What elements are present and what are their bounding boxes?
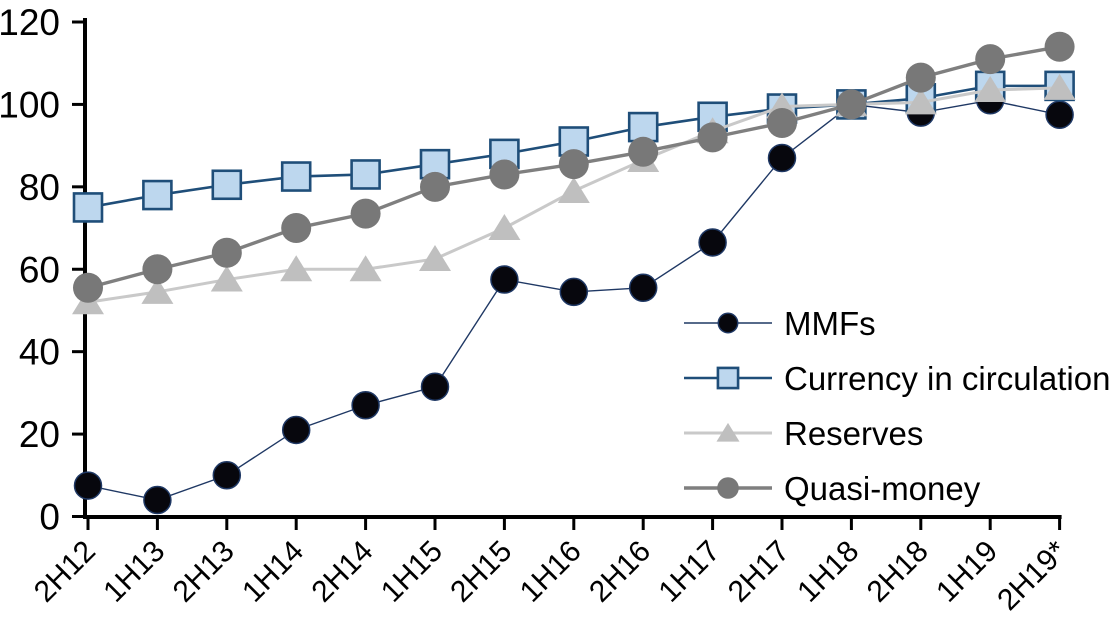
data-point-quasi-money	[211, 237, 242, 268]
y-axis-label: 100	[0, 84, 60, 125]
data-point-reserves	[280, 255, 313, 282]
data-point-currency-in-circulation	[142, 179, 173, 211]
data-point-currency-in-circulation	[280, 161, 312, 192]
data-point-mmfs	[212, 461, 242, 490]
legend-item-currency-in-circulation: Currency in circulation	[684, 360, 1110, 397]
legend-marker-reserves	[716, 422, 740, 442]
data-point-quasi-money	[73, 272, 103, 303]
data-point-quasi-money	[350, 198, 381, 229]
y-axis-label: 0	[39, 497, 60, 538]
data-point-reserves	[419, 244, 451, 271]
y-axis-label: 60	[19, 249, 60, 290]
data-point-reserves	[1043, 73, 1076, 100]
x-axis-label: 1H13	[97, 535, 171, 609]
x-axis-label: 1H17	[653, 535, 727, 609]
y-axis-label: 120	[0, 2, 60, 43]
data-point-mmfs	[73, 471, 103, 500]
legend-item-quasi-money: Quasi-money	[684, 470, 981, 507]
y-axis-label: 40	[19, 332, 60, 373]
data-point-reserves	[488, 214, 521, 241]
data-point-quasi-money	[697, 122, 728, 153]
x-axis-label: 1H16	[514, 535, 588, 609]
data-point-quasi-money	[836, 89, 867, 120]
data-point-reserves	[974, 75, 1007, 102]
legend-item-mmfs: MMFs	[684, 305, 876, 342]
data-point-quasi-money	[558, 149, 589, 180]
data-point-quasi-money	[905, 62, 936, 93]
x-axis-label: 2H15	[444, 535, 518, 609]
legend-label-currency-in-circulation: Currency in circulation	[784, 360, 1110, 397]
data-point-quasi-money	[975, 44, 1006, 75]
data-point-quasi-money	[281, 213, 312, 244]
data-point-quasi-money	[767, 107, 797, 138]
x-axis-label: 2H17	[722, 535, 796, 609]
data-point-reserves	[210, 265, 243, 292]
data-point-currency-in-circulation	[72, 192, 104, 223]
data-point-reserves	[141, 277, 174, 304]
legend: MMFs Currency in circulation Reserves Quasi…	[684, 305, 1110, 507]
data-point-quasi-money	[1044, 31, 1075, 62]
legend-label-reserves: Reserves	[784, 415, 923, 452]
x-axis-label: 1H14	[236, 535, 310, 609]
x-axis-label: 2H18	[861, 535, 935, 609]
legend-label-quasi-money: Quasi-money	[784, 470, 981, 507]
legend-marker-currency-in-circulation	[716, 366, 740, 390]
x-axis-label: 2H14	[306, 535, 380, 609]
data-point-mmfs	[281, 415, 311, 445]
legend-marker-quasi-money	[717, 477, 739, 499]
data-point-currency-in-circulation	[627, 111, 659, 143]
legend-label-mmfs: MMFs	[784, 305, 876, 342]
data-point-reserves	[557, 176, 590, 203]
data-point-mmfs	[698, 228, 727, 257]
data-point-mmfs	[628, 273, 658, 303]
x-axis-label: 2H13	[167, 535, 241, 609]
data-point-quasi-money	[142, 254, 173, 285]
data-point-quasi-money	[489, 159, 520, 190]
y-axis-label: 20	[19, 414, 60, 455]
legend-marker-mmfs	[717, 312, 739, 334]
data-point-reserves	[349, 255, 382, 282]
data-point-mmfs	[559, 277, 589, 307]
x-axis-label: 2H12	[28, 535, 102, 609]
x-axis-label: 1H18	[791, 535, 865, 609]
data-point-reserves	[904, 88, 937, 115]
x-axis-label: 2H19*	[991, 534, 1074, 617]
data-point-mmfs	[767, 143, 797, 173]
data-point-mmfs	[490, 265, 519, 294]
data-point-mmfs	[420, 372, 450, 401]
x-axis-label: 2H16	[583, 535, 657, 609]
data-point-quasi-money	[628, 136, 659, 167]
x-axis-label: 1H15	[375, 535, 449, 609]
x-axis-label: 1H19	[930, 535, 1004, 609]
data-point-mmfs	[143, 485, 172, 515]
data-point-currency-in-circulation	[350, 159, 381, 190]
data-point-quasi-money	[420, 171, 450, 202]
data-point-mmfs	[1045, 100, 1074, 129]
series-quasi-money	[73, 31, 1075, 303]
data-point-currency-in-circulation	[211, 169, 243, 201]
y-axis-label: 80	[19, 167, 60, 208]
legend-item-reserves: Reserves	[684, 415, 923, 452]
data-point-mmfs	[351, 390, 380, 420]
